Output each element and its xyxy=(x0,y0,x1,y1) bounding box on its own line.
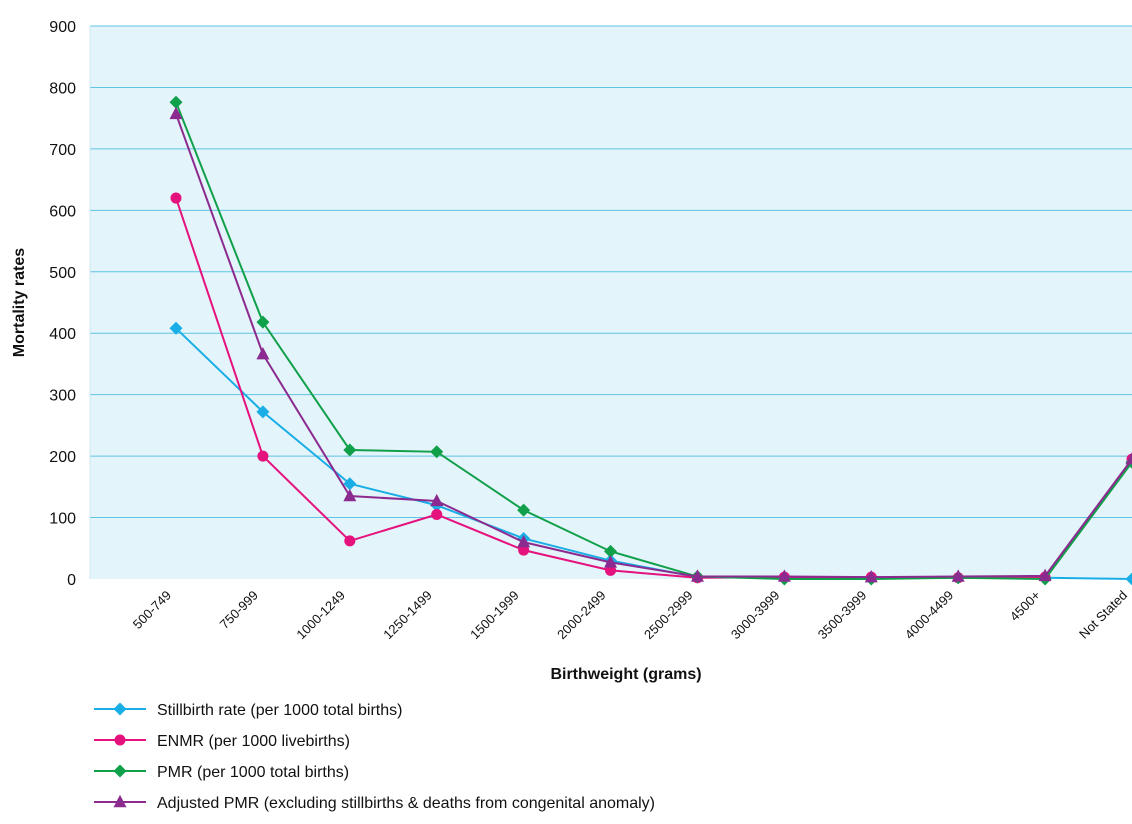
data-point xyxy=(777,569,791,582)
y-tick-label: 300 xyxy=(49,388,76,405)
data-point xyxy=(951,569,965,582)
data-point xyxy=(690,569,704,582)
data-point xyxy=(344,535,356,547)
data-point xyxy=(169,95,183,109)
data-point xyxy=(1125,572,1132,586)
data-point xyxy=(1038,568,1052,582)
y-tick-label: 800 xyxy=(49,80,76,97)
y-tick-label: 700 xyxy=(49,142,76,159)
data-point xyxy=(518,544,530,556)
data-point xyxy=(604,544,618,558)
data-point xyxy=(256,405,270,419)
x-tick-label: 1500-1999 xyxy=(467,588,522,643)
y-axis-ticks: 0 100 200 300 400 500 600 700 800 900 xyxy=(49,19,76,589)
series-line xyxy=(175,113,1132,579)
series-line xyxy=(175,101,1132,581)
x-axis-title: Birthweight (grams) xyxy=(550,666,701,683)
y-tick-label: 0 xyxy=(67,572,76,589)
data-point xyxy=(257,450,269,462)
data-point xyxy=(169,106,183,120)
data-point xyxy=(864,570,878,583)
data-point xyxy=(169,321,183,335)
legend-swatch-marker xyxy=(113,702,127,716)
legend-label: PMR (per 1000 total births) xyxy=(157,764,349,781)
data-point xyxy=(256,346,270,360)
legend: Stillbirth rate (per 1000 total births) E… xyxy=(94,702,655,812)
data-point xyxy=(343,443,357,457)
data-point xyxy=(430,445,444,459)
legend-item: Adjusted PMR (excluding stillbirths & de… xyxy=(94,794,655,812)
legend-label: ENMR (per 1000 livebirths) xyxy=(157,733,350,750)
plot-area xyxy=(90,26,1132,579)
x-tick-label: 1000-1249 xyxy=(293,588,348,643)
data-point xyxy=(604,555,618,568)
data-point xyxy=(431,508,443,521)
y-tick-label: 900 xyxy=(49,19,76,36)
legend-swatch-marker xyxy=(113,794,127,808)
x-tick-label: 4500+ xyxy=(1007,588,1043,624)
legend-swatch-marker xyxy=(113,764,127,778)
data-point xyxy=(605,564,617,576)
x-tick-label: 2500-2999 xyxy=(641,588,696,643)
x-tick-label: 4000-4499 xyxy=(902,588,957,643)
legend-item: Stillbirth rate (per 1000 total births) xyxy=(94,702,402,719)
x-tick-label: Not Stated xyxy=(1076,588,1130,642)
data-point xyxy=(430,493,444,507)
data-point xyxy=(517,503,531,517)
data-point xyxy=(1125,452,1132,465)
data-point xyxy=(517,534,531,548)
x-axis-ticks: 500-749 750-999 1000-1249 1250-1499 1500-199… xyxy=(130,588,1130,643)
x-tick-label: 1250-1499 xyxy=(380,588,435,643)
x-tick-label: 750-999 xyxy=(217,588,261,632)
legend-swatch-marker xyxy=(114,734,126,746)
data-point xyxy=(170,192,182,204)
series-layer xyxy=(169,95,1132,586)
y-tick-label: 600 xyxy=(49,203,76,220)
y-axis-title: Mortality rates xyxy=(11,248,28,357)
data-point xyxy=(256,315,270,329)
x-tick-label: 500-749 xyxy=(130,588,174,632)
x-tick-label: 3500-3999 xyxy=(815,588,870,643)
legend-item: ENMR (per 1000 livebirths) xyxy=(94,733,350,750)
y-tick-label: 200 xyxy=(49,449,76,466)
legend-label: Adjusted PMR (excluding stillbirths & de… xyxy=(157,795,655,812)
legend-item: PMR (per 1000 total births) xyxy=(94,764,349,781)
data-point xyxy=(343,488,357,502)
y-tick-label: 100 xyxy=(49,511,76,528)
y-tick-label: 400 xyxy=(49,326,76,343)
x-tick-label: 3000-3999 xyxy=(728,588,783,643)
data-point xyxy=(343,477,357,491)
legend-label: Stillbirth rate (per 1000 total births) xyxy=(157,702,402,719)
series-4 xyxy=(169,106,1132,583)
x-tick-label: 2000-2499 xyxy=(554,588,609,643)
y-tick-label: 500 xyxy=(49,265,76,282)
